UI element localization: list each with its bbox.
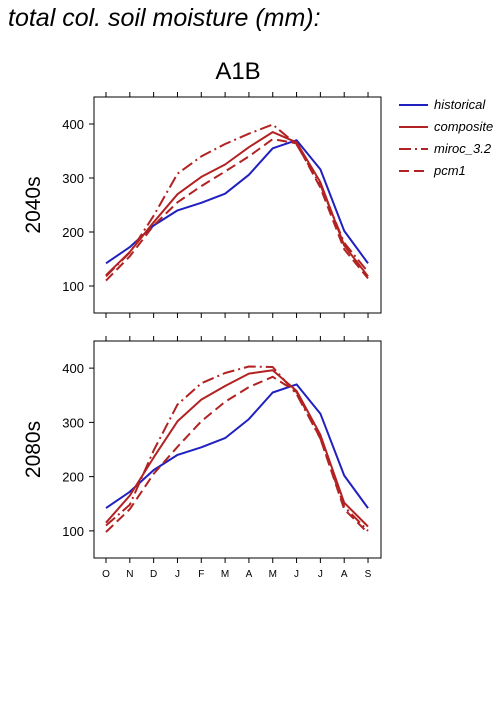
series-line-historical (105, 383, 369, 509)
y-tick-label: 300 (62, 415, 84, 430)
x-tick-label: N (126, 569, 133, 580)
x-tick-label: O (102, 569, 110, 580)
y-tick-label: 400 (62, 361, 84, 376)
legend-label: composite (434, 119, 493, 134)
legend: historical composite miroc_3.2 pcm1 (399, 97, 493, 178)
series-line-composite (105, 131, 369, 277)
chart-title: A1B (215, 58, 260, 85)
y-tick-label: 300 (62, 171, 84, 186)
series-line-miroc_3.2 (105, 365, 369, 532)
legend-item-miroc_3.2: miroc_3.2 (399, 141, 492, 156)
legend-label: historical (434, 97, 486, 112)
x-tick-label: F (198, 569, 204, 580)
y-tick-label: 100 (62, 524, 84, 539)
panel-label: 2080s (22, 421, 45, 478)
y-tick-label: 200 (62, 470, 84, 485)
x-tick-label: D (150, 569, 157, 580)
legend-item-pcm1: pcm1 (399, 163, 466, 178)
x-tick-label: M (269, 569, 277, 580)
y-tick-label: 400 (62, 117, 84, 132)
legend-label: miroc_3.2 (434, 141, 492, 156)
panel-label: 2040s (22, 176, 45, 233)
legend-item-historical: historical (399, 97, 486, 112)
series-line-composite (105, 369, 369, 528)
x-tick-label: A (341, 569, 348, 580)
series-line-pcm1 (105, 375, 369, 534)
series-line-pcm1 (105, 138, 369, 282)
panel-2080s: 100 200 300 400 O N D J F M A M J J A S 2080s (22, 336, 382, 580)
x-tick-label: J (175, 569, 180, 580)
x-tick-label: A (246, 569, 253, 580)
x-tick-label: J (294, 569, 299, 580)
plot-frame (93, 340, 382, 559)
y-tick-label: 100 (62, 279, 84, 294)
legend-item-composite: composite (399, 119, 493, 134)
x-tick-label: S (365, 569, 372, 580)
x-tick-label: M (221, 569, 229, 580)
series-line-miroc_3.2 (105, 123, 369, 278)
plot-frame (93, 96, 382, 314)
x-tick-label: J (318, 569, 323, 580)
page-title: total col. soil moisture (mm): (8, 4, 321, 32)
panel-2040s: 100 200 300 400 2040s (22, 92, 382, 318)
y-tick-label: 200 (62, 225, 84, 240)
legend-label: pcm1 (433, 163, 466, 178)
